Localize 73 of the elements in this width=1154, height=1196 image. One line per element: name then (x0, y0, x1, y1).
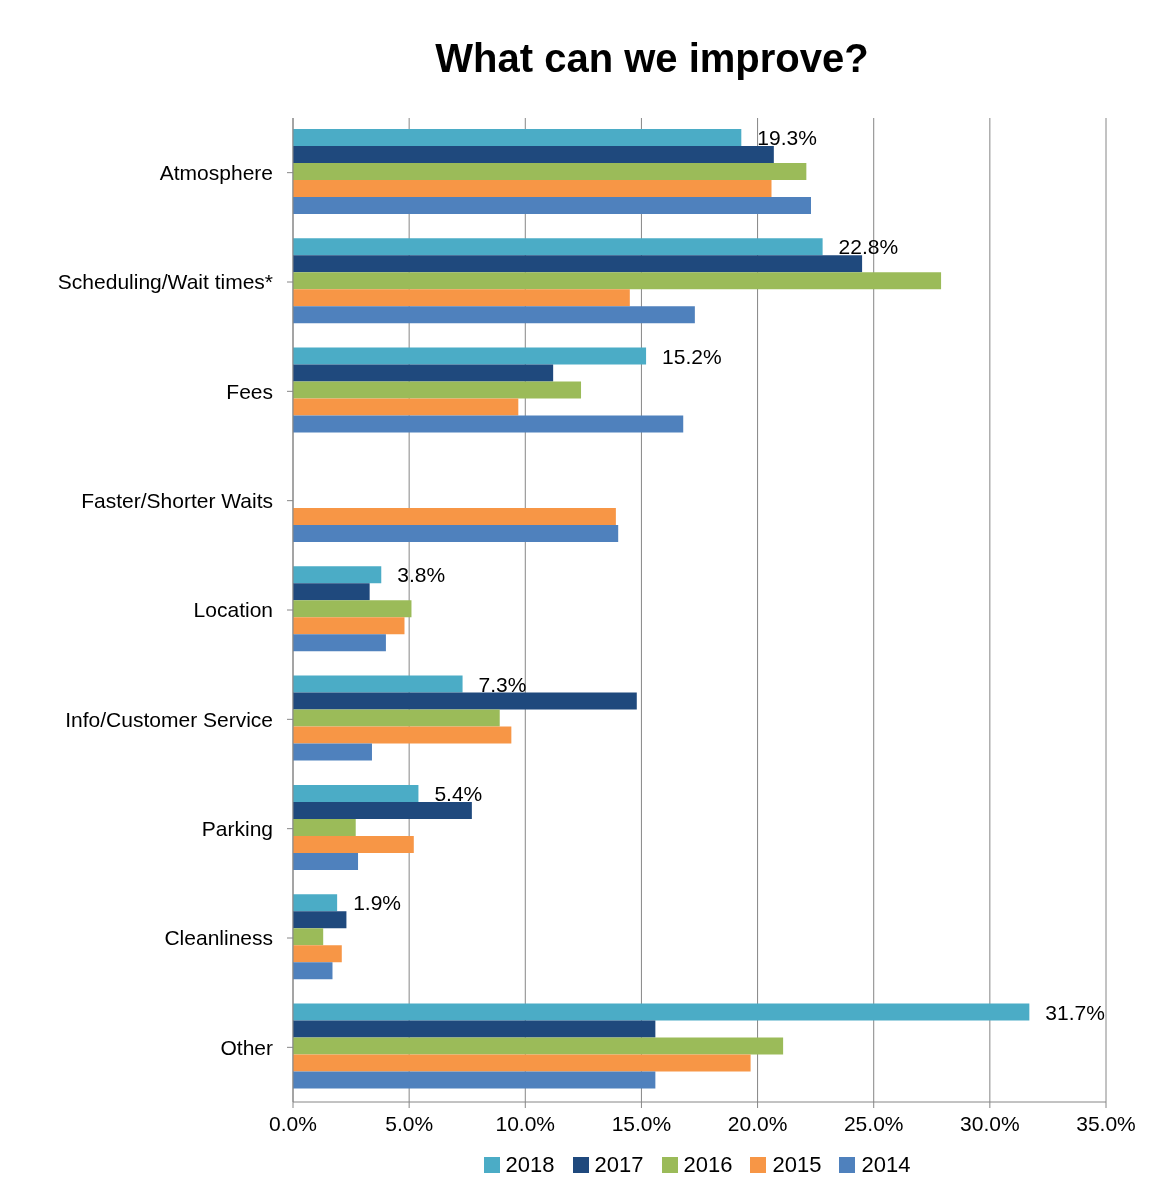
bar (293, 835, 414, 853)
bar (293, 911, 347, 929)
bar (293, 128, 742, 146)
legend-label: 2017 (594, 1152, 644, 1178)
bar (293, 583, 370, 601)
bar (293, 692, 637, 710)
y-tick-label: Faster/Shorter Waits (81, 489, 273, 513)
data-label: 5.4% (434, 781, 483, 805)
bar (293, 726, 512, 744)
data-label: 22.8% (838, 235, 899, 259)
chart-title: What can we improve? (434, 35, 870, 82)
x-tick-label: 25.0% (843, 1111, 904, 1135)
x-tick-label: 20.0% (727, 1111, 788, 1135)
bar (293, 272, 942, 290)
bar (293, 347, 647, 365)
legend-label: 2014 (861, 1152, 911, 1178)
bar (293, 1037, 784, 1055)
legend-label: 2018 (505, 1152, 555, 1178)
bar (293, 524, 619, 542)
legend-label: 2015 (772, 1152, 822, 1178)
y-tick-label: Atmosphere (159, 161, 273, 185)
bar (293, 145, 774, 163)
bar (293, 600, 412, 618)
bar (293, 507, 616, 525)
bar (293, 306, 695, 324)
bar (293, 675, 463, 693)
bar (293, 617, 405, 635)
bar (293, 818, 356, 836)
data-label: 3.8% (397, 563, 446, 587)
bar (293, 928, 324, 946)
bar (293, 162, 807, 180)
bar (293, 566, 382, 584)
bar (293, 398, 519, 416)
bar (293, 238, 823, 256)
x-tick-label: 5.0% (385, 1111, 434, 1135)
bar (293, 1020, 656, 1038)
y-tick-label: Scheduling/Wait times* (57, 270, 273, 294)
bar (293, 962, 333, 980)
bar (293, 743, 372, 761)
data-label: 1.9% (353, 891, 402, 915)
y-tick-label: Other (220, 1035, 273, 1059)
bar (293, 1003, 1030, 1021)
data-label: 7.3% (478, 672, 527, 696)
y-tick-label: Location (193, 598, 273, 622)
bar (293, 634, 386, 652)
x-tick-label: 30.0% (960, 1111, 1020, 1135)
bar (293, 784, 419, 802)
bar (293, 709, 500, 727)
y-tick-label: Fees (226, 379, 273, 403)
x-tick-label: 35.0% (1076, 1111, 1136, 1135)
y-tick-label: Info/Customer Service (65, 707, 273, 731)
bar (293, 852, 359, 870)
data-label: 19.3% (757, 125, 817, 149)
x-tick-label: 0.0% (269, 1111, 317, 1135)
y-tick-label: Cleanliness (164, 926, 273, 950)
bar (293, 1054, 751, 1072)
data-label: 31.7% (1045, 1000, 1105, 1024)
bar (293, 364, 554, 382)
x-tick-label: 15.0% (611, 1111, 672, 1135)
bar (293, 801, 472, 819)
data-label: 15.2% (662, 344, 722, 368)
bar (293, 196, 811, 214)
bar (293, 289, 630, 307)
bar (293, 945, 342, 963)
bar (293, 381, 582, 399)
bar (293, 255, 863, 273)
bar (293, 179, 772, 197)
bar (293, 1071, 656, 1089)
legend-label: 2016 (683, 1152, 733, 1178)
bar (293, 415, 684, 433)
bar (293, 894, 338, 912)
x-tick-label: 10.0% (495, 1111, 556, 1135)
y-tick-label: Parking (201, 817, 273, 841)
